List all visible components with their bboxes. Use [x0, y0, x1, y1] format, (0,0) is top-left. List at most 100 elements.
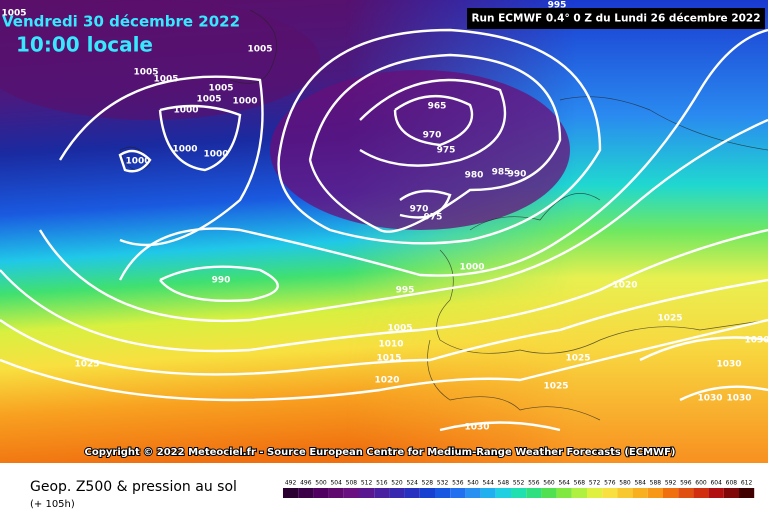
isobar-label: 1005	[208, 84, 233, 94]
isobar-label: 995	[548, 1, 567, 11]
isobar-label: 1005	[247, 45, 272, 55]
isobar-label: 975	[437, 146, 456, 156]
isobar-label: 1005	[387, 324, 412, 334]
scale-swatch	[708, 488, 724, 498]
scale-swatch	[328, 488, 344, 498]
scale-label: 492	[285, 480, 297, 487]
isobar-label: 1000	[203, 150, 228, 160]
scale-label: 612	[741, 480, 753, 487]
scale-label: 496	[300, 480, 312, 487]
isobar-label: 1010	[378, 340, 403, 350]
isobar-label: 1015	[376, 354, 401, 364]
scale-swatch	[663, 488, 679, 498]
isobar-label: 975	[424, 213, 443, 223]
cold-pool	[0, 0, 320, 120]
scale-swatch	[298, 488, 314, 498]
scale-swatch	[511, 488, 527, 498]
scale-swatch	[541, 488, 557, 498]
scale-label: 568	[574, 480, 586, 487]
scale-label: 572	[589, 480, 601, 487]
scale-swatch	[723, 488, 739, 498]
scale-label: 576	[604, 480, 616, 487]
scale-swatch	[632, 488, 648, 498]
isobar-label: 1020	[374, 376, 399, 386]
isobar-label: 965	[428, 102, 447, 112]
run-box	[467, 8, 765, 29]
isobar-label: 1000	[173, 106, 198, 116]
forecast-time: 10:00 locale	[16, 33, 153, 57]
scale-swatch	[693, 488, 709, 498]
scale-label: 552	[513, 480, 525, 487]
scale-swatch	[450, 488, 466, 498]
scale-swatch	[571, 488, 587, 498]
scale-label: 540	[467, 480, 479, 487]
scale-label: 556	[528, 480, 540, 487]
scale-swatch	[526, 488, 542, 498]
scale-swatch	[602, 488, 618, 498]
scale-label: 516	[376, 480, 388, 487]
isobar-label: 1030	[716, 360, 741, 370]
scale-swatch	[359, 488, 375, 498]
scale-label: 580	[619, 480, 631, 487]
isobar-label: 1025	[543, 382, 568, 392]
scale-label: 528	[422, 480, 434, 487]
scale-label: 584	[634, 480, 646, 487]
scale-swatch	[587, 488, 603, 498]
isobar-label: 1025	[74, 360, 99, 370]
scale-label: 508	[346, 480, 358, 487]
scale-swatch	[556, 488, 572, 498]
isobar-label: 1030	[464, 423, 489, 433]
isobar-label: 1025	[657, 314, 682, 324]
scale-label: 596	[680, 480, 692, 487]
scale-swatch	[419, 488, 435, 498]
isobar-label: 1005	[133, 68, 158, 78]
scale-swatch	[313, 488, 329, 498]
isobar-label: 970	[410, 205, 429, 215]
scale-label: 524	[406, 480, 418, 487]
forecast-date: Vendredi 30 décembre 2022	[2, 13, 240, 31]
scale-swatch	[647, 488, 663, 498]
scale-label: 548	[498, 480, 510, 487]
isobar-label: 1000	[125, 157, 150, 167]
scale-label: 560	[543, 480, 555, 487]
scale-swatch	[374, 488, 390, 498]
isobar-label: 1005	[196, 95, 221, 105]
scale-label: 588	[650, 480, 662, 487]
scale-label: 544	[482, 480, 494, 487]
scale-label: 600	[695, 480, 707, 487]
run-info: Run ECMWF 0.4° 0 Z du Lundi 26 décembre …	[471, 13, 760, 25]
isobar-label: 985	[492, 168, 511, 178]
isobar-label: 1030	[744, 336, 768, 346]
scale-label: 604	[710, 480, 722, 487]
isobar-label: 1030	[726, 394, 751, 404]
low-core	[270, 70, 570, 230]
scale-swatch	[465, 488, 481, 498]
scale-swatch	[283, 488, 299, 498]
isobar-label: 990	[212, 276, 231, 286]
scale-swatch	[435, 488, 451, 498]
footer-title: Geop. Z500 & pression au sol	[30, 479, 237, 495]
scale-swatch	[678, 488, 694, 498]
isobar-label: 1005	[153, 75, 178, 85]
copyright: Copyright © 2022 Meteociel.fr - Source E…	[85, 447, 676, 458]
isobar-label: 990	[508, 170, 527, 180]
scale-swatch	[495, 488, 511, 498]
footer-lead: (+ 105h)	[30, 499, 75, 510]
scale-label: 512	[361, 480, 373, 487]
isobar-label: 1000	[459, 263, 484, 273]
scale-swatch	[404, 488, 420, 498]
isobar-label: 1000	[172, 145, 197, 155]
scale-swatch	[739, 488, 755, 498]
scale-label: 532	[437, 480, 449, 487]
isobars	[0, 28, 768, 432]
isobar-label: 995	[396, 286, 415, 296]
isobar-label: 980	[465, 171, 484, 181]
scale-label: 500	[315, 480, 327, 487]
isobar-label: 970	[423, 131, 442, 141]
isobar-label: 1025	[565, 354, 590, 364]
scale-swatch	[343, 488, 359, 498]
scale-swatch	[480, 488, 496, 498]
scale-label: 536	[452, 480, 464, 487]
scale-label: 592	[665, 480, 677, 487]
scale-label: 564	[558, 480, 570, 487]
